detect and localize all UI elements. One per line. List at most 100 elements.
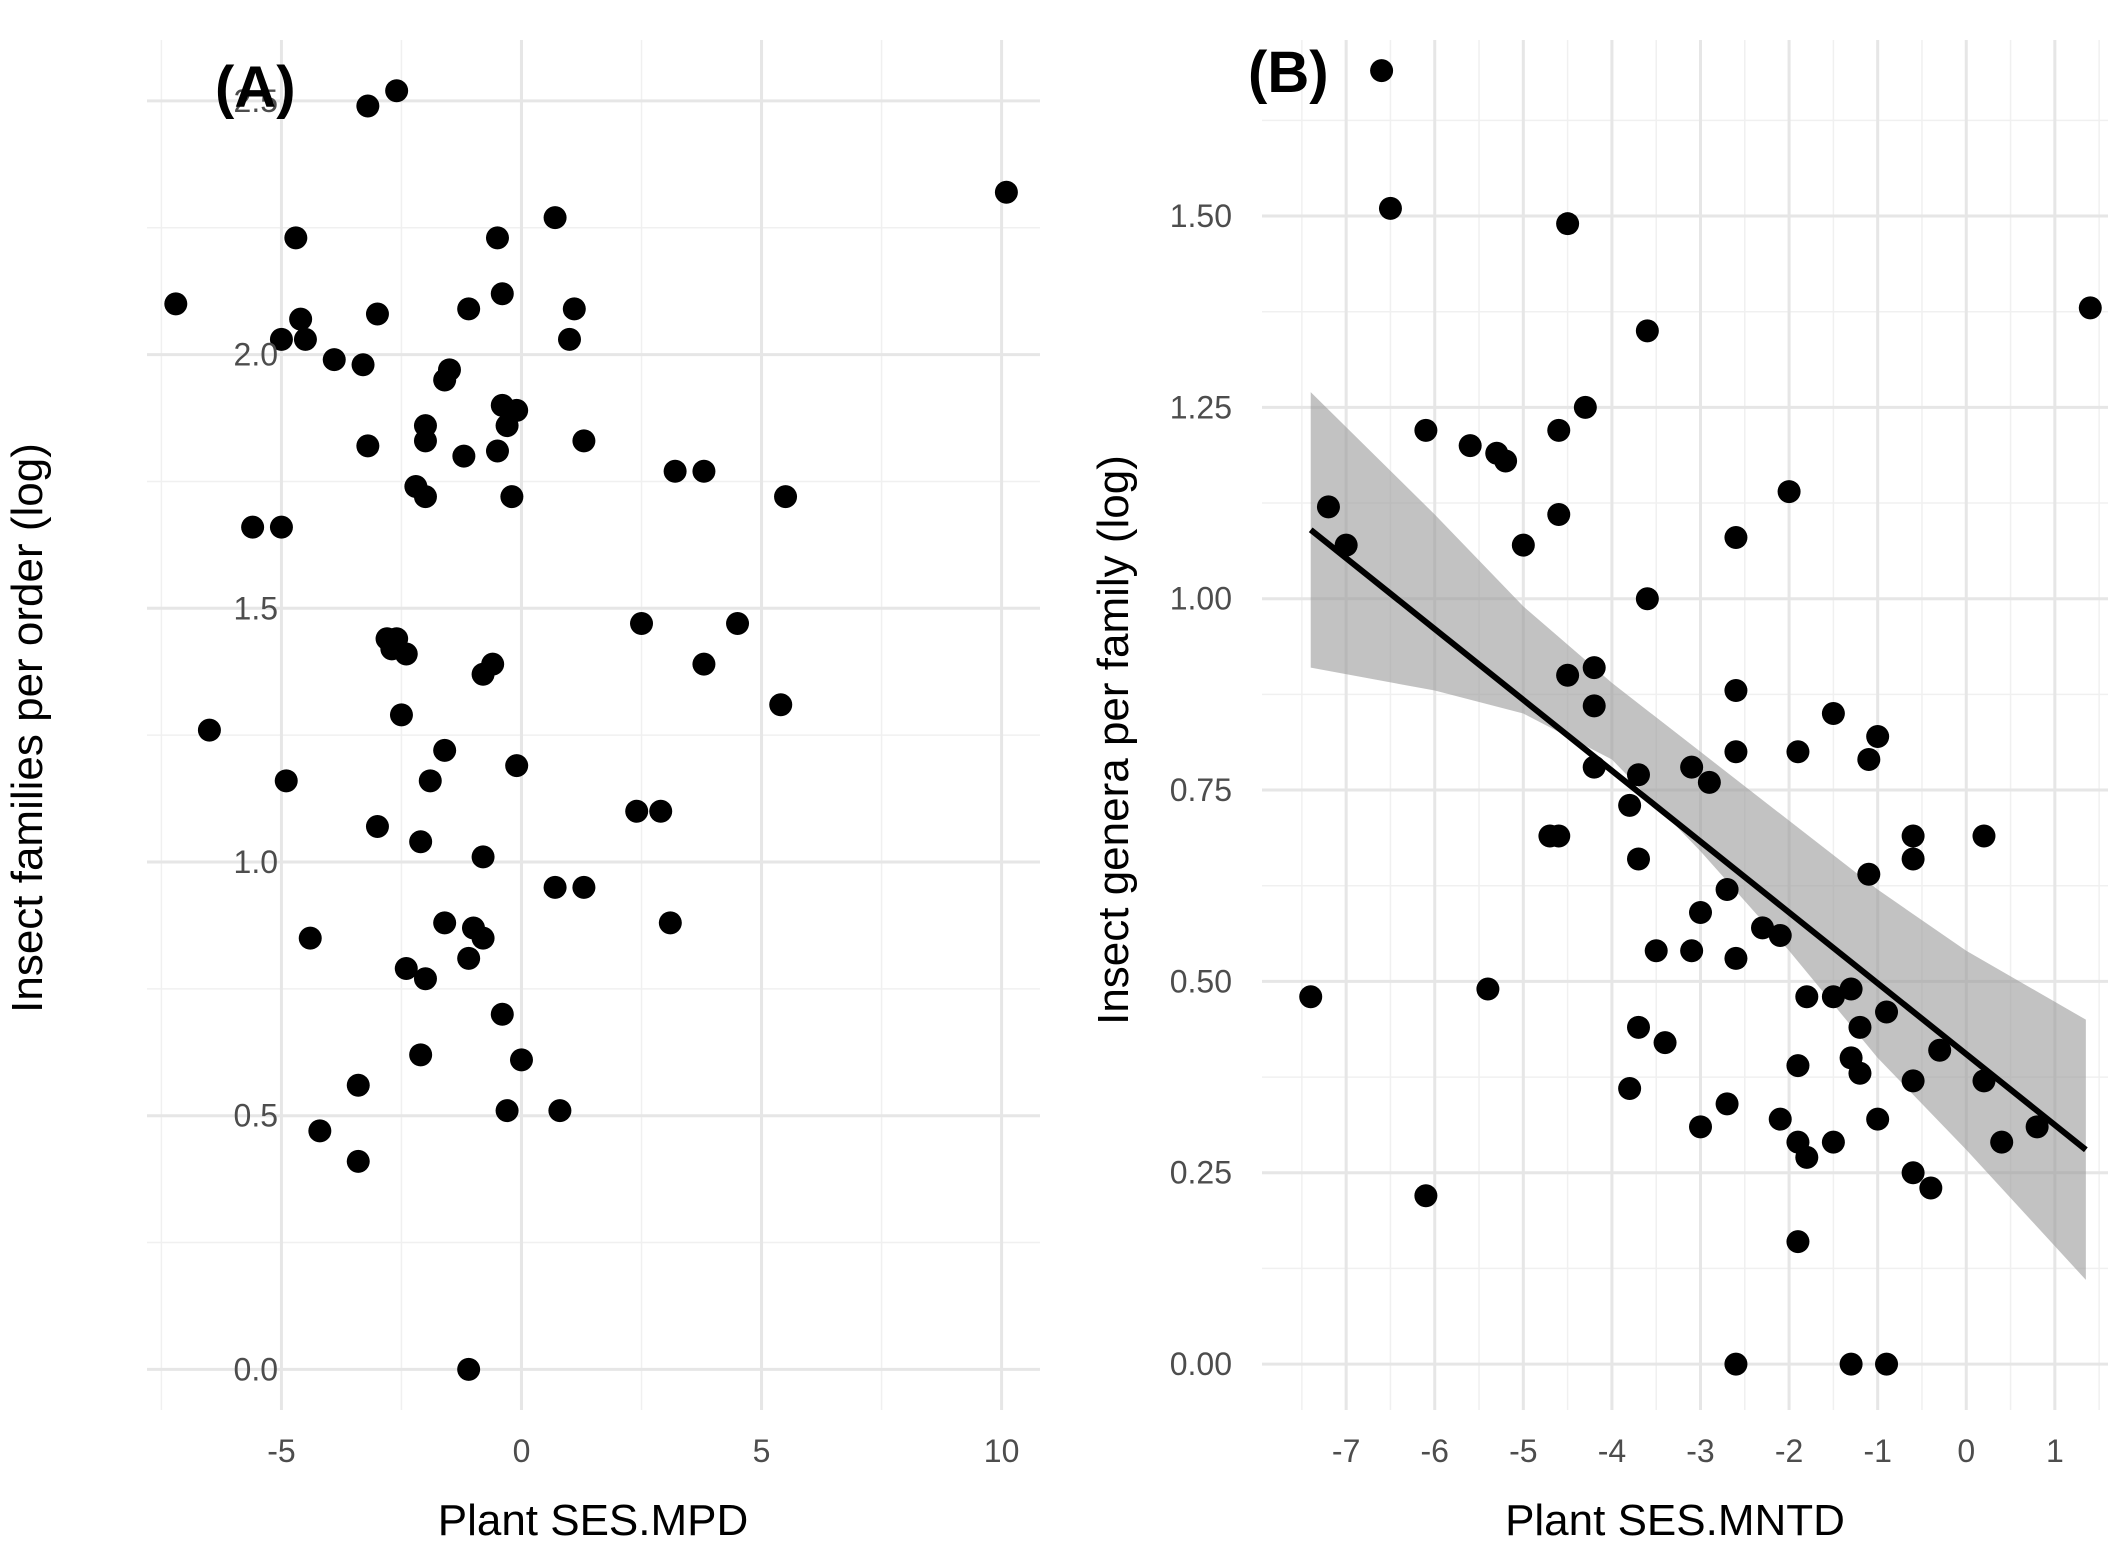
y-tick-label: 0.50 xyxy=(1170,963,1232,999)
data-point xyxy=(1821,1130,1845,1154)
y-tick-label: 1.25 xyxy=(1170,389,1232,425)
data-point xyxy=(1724,1352,1748,1376)
data-point xyxy=(509,1048,533,1072)
data-point xyxy=(1866,724,1890,748)
x-axis-title-a: Plant SES.MPD xyxy=(438,1496,749,1545)
x-tick-label: -3 xyxy=(1686,1433,1714,1469)
x-tick-label: 10 xyxy=(984,1433,1020,1469)
data-point xyxy=(274,769,298,793)
data-point xyxy=(1635,587,1659,611)
y-tick-label: 0.0 xyxy=(234,1351,278,1387)
data-point xyxy=(293,327,317,351)
y-tick-label: 1.5 xyxy=(234,590,278,626)
grid-b xyxy=(1262,40,2108,1410)
panel-label-a: (A) xyxy=(215,55,296,120)
data-point xyxy=(365,302,389,326)
data-point xyxy=(1680,939,1704,963)
data-point xyxy=(1653,1031,1677,1055)
data-point xyxy=(1768,923,1792,947)
data-point xyxy=(298,926,322,950)
data-point xyxy=(433,368,457,392)
data-point xyxy=(1378,196,1402,220)
data-point xyxy=(1680,755,1704,779)
data-point xyxy=(557,327,581,351)
data-point xyxy=(1715,878,1739,902)
data-point xyxy=(1316,495,1340,519)
data-point xyxy=(1972,824,1996,848)
data-point xyxy=(1839,977,1863,1001)
x-tick-label: -2 xyxy=(1775,1433,1803,1469)
x-tick-label: 5 xyxy=(753,1433,771,1469)
data-point xyxy=(394,957,418,981)
data-point xyxy=(1547,824,1571,848)
data-point xyxy=(385,79,409,103)
data-point xyxy=(433,911,457,935)
data-point xyxy=(495,1099,519,1123)
y-tick-label: 1.50 xyxy=(1170,198,1232,234)
data-point xyxy=(1644,939,1668,963)
data-point xyxy=(433,738,457,762)
y-tick-label: 2.0 xyxy=(234,337,278,373)
data-point xyxy=(1697,770,1721,794)
data-point xyxy=(1547,418,1571,442)
x-tick-label: -5 xyxy=(267,1433,295,1469)
data-point xyxy=(413,485,437,509)
data-point xyxy=(1573,395,1597,419)
data-point xyxy=(346,1073,370,1097)
data-point xyxy=(1618,1077,1642,1101)
data-point xyxy=(409,1043,433,1067)
data-point xyxy=(1494,449,1518,473)
data-point xyxy=(663,459,687,483)
data-point xyxy=(1556,663,1580,687)
data-point xyxy=(505,754,529,778)
data-point xyxy=(1786,1230,1810,1254)
data-point xyxy=(457,1357,481,1381)
data-point xyxy=(346,1149,370,1173)
data-point xyxy=(1635,319,1659,343)
data-point xyxy=(1875,1000,1899,1024)
data-point xyxy=(1618,793,1642,817)
x-tick-labels-a: -5 0 5 10 xyxy=(267,1433,1019,1469)
data-point xyxy=(1857,747,1881,771)
data-point xyxy=(543,206,567,230)
y-tick-labels-b: 0.00 0.25 0.50 0.75 1.00 1.25 1.50 xyxy=(1170,198,1232,1382)
x-tick-label: -6 xyxy=(1421,1433,1449,1469)
data-point xyxy=(413,429,437,453)
data-point xyxy=(1848,1015,1872,1039)
data-point xyxy=(308,1119,332,1143)
data-point xyxy=(495,414,519,438)
panel-a: -5 0 5 10 0.0 0.5 1.0 1.5 2.0 2.5 (A) Plant SES.… xyxy=(3,40,1040,1545)
data-point xyxy=(289,307,313,331)
data-point xyxy=(769,693,793,717)
data-point xyxy=(269,327,293,351)
data-point xyxy=(1848,1061,1872,1085)
data-point xyxy=(1724,525,1748,549)
data-point xyxy=(197,718,221,742)
points-b xyxy=(1299,59,2102,1376)
data-point xyxy=(485,226,509,250)
data-point xyxy=(389,703,413,727)
data-point xyxy=(1724,679,1748,703)
data-point xyxy=(1689,901,1713,925)
data-point xyxy=(562,297,586,321)
x-tick-label: -7 xyxy=(1332,1433,1360,1469)
data-point xyxy=(1556,212,1580,236)
x-tick-label: -1 xyxy=(1863,1433,1891,1469)
data-point xyxy=(418,769,442,793)
x-tick-label: 0 xyxy=(513,1433,531,1469)
data-point xyxy=(994,180,1018,204)
data-point xyxy=(413,967,437,991)
data-point xyxy=(457,946,481,970)
data-point xyxy=(351,353,375,377)
data-point xyxy=(692,459,716,483)
data-point xyxy=(356,434,380,458)
data-point xyxy=(380,637,404,661)
data-point xyxy=(1476,977,1500,1001)
data-point xyxy=(774,485,798,509)
data-point xyxy=(1777,480,1801,504)
data-point xyxy=(164,292,188,316)
data-point xyxy=(1626,1015,1650,1039)
panel-label-b: (B) xyxy=(1248,40,1329,105)
data-point xyxy=(543,875,567,899)
data-point xyxy=(1751,916,1775,940)
